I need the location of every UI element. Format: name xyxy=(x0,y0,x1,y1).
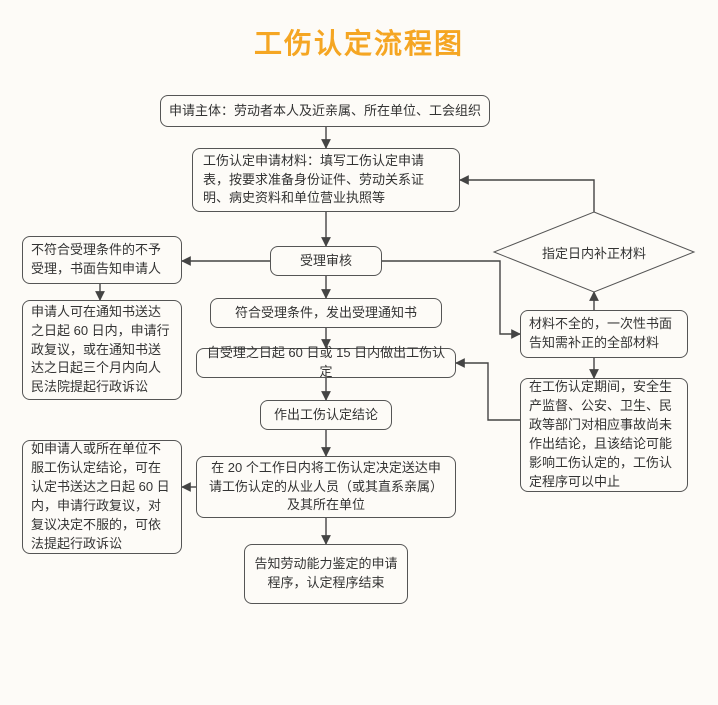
node-n7: 在 20 个工作日内将工伤认定决定送达申请工伤认定的从业人员（或其直系亲属）及其… xyxy=(196,456,456,518)
node-n5: 自受理之日起 60 日或 15 日内做出工伤认定 xyxy=(196,348,456,378)
node-label: 受理审核 xyxy=(275,252,377,271)
node-label: 在 20 个工作日内将工伤认定决定送达申请工伤认定的从业人员（或其直系亲属）及其… xyxy=(207,459,445,516)
chart-title: 工伤认定流程图 xyxy=(0,22,718,62)
node-n12: 指定日内补正材料 xyxy=(494,212,694,292)
node-label: 指定日内补正材料 xyxy=(494,212,694,292)
node-label: 告知劳动能力鉴定的申请程序，认定程序结束 xyxy=(253,555,399,593)
node-label: 工伤认定申请材料：填写工伤认定申请表，按要求准备身份证件、劳动关系证明、病史资料… xyxy=(203,152,449,209)
chart-title-text: 工伤认定流程图 xyxy=(254,28,464,59)
node-label: 如申请人或所在单位不服工伤认定结论，可在认定书送达之日起 60 日内，申请行政复… xyxy=(31,440,173,553)
node-label: 申请人可在通知书送达之日起 60 日内，申请行政复议，或在通知书送达之日起三个月… xyxy=(31,303,173,397)
node-n8: 告知劳动能力鉴定的申请程序，认定程序结束 xyxy=(244,544,408,604)
node-n6: 作出工伤认定结论 xyxy=(260,400,392,430)
node-label: 在工伤认定期间，安全生产监督、公安、卫生、民政等部门对相应事故尚未作出结论，且该… xyxy=(529,378,679,491)
node-n11: 如申请人或所在单位不服工伤认定结论，可在认定书送达之日起 60 日内，申请行政复… xyxy=(22,440,182,554)
node-label: 不符合受理条件的不予受理，书面告知申请人 xyxy=(31,241,173,279)
node-n2: 工伤认定申请材料：填写工伤认定申请表，按要求准备身份证件、劳动关系证明、病史资料… xyxy=(192,148,460,212)
flowchart-canvas: 工伤认定流程图 申请主体：劳动者本人及近亲属、所在单位、工会组织工伤认定申请材料… xyxy=(0,0,718,705)
node-label: 作出工伤认定结论 xyxy=(265,406,387,425)
node-label: 申请主体：劳动者本人及近亲属、所在单位、工会组织 xyxy=(165,102,485,121)
node-n13: 材料不全的，一次性书面告知需补正的全部材料 xyxy=(520,310,688,358)
edge-n14-n5 xyxy=(456,363,520,420)
node-n4: 符合受理条件，发出受理通知书 xyxy=(210,298,442,328)
node-n1: 申请主体：劳动者本人及近亲属、所在单位、工会组织 xyxy=(160,95,490,127)
edge-n12-n2 xyxy=(460,180,594,212)
node-n14: 在工伤认定期间，安全生产监督、公安、卫生、民政等部门对相应事故尚未作出结论，且该… xyxy=(520,378,688,492)
node-label: 自受理之日起 60 日或 15 日内做出工伤认定 xyxy=(201,344,451,382)
node-n10: 申请人可在通知书送达之日起 60 日内，申请行政复议，或在通知书送达之日起三个月… xyxy=(22,300,182,400)
node-n9: 不符合受理条件的不予受理，书面告知申请人 xyxy=(22,236,182,284)
node-label: 材料不全的，一次性书面告知需补正的全部材料 xyxy=(529,315,679,353)
node-label: 符合受理条件，发出受理通知书 xyxy=(215,304,437,323)
node-n3: 受理审核 xyxy=(270,246,382,276)
